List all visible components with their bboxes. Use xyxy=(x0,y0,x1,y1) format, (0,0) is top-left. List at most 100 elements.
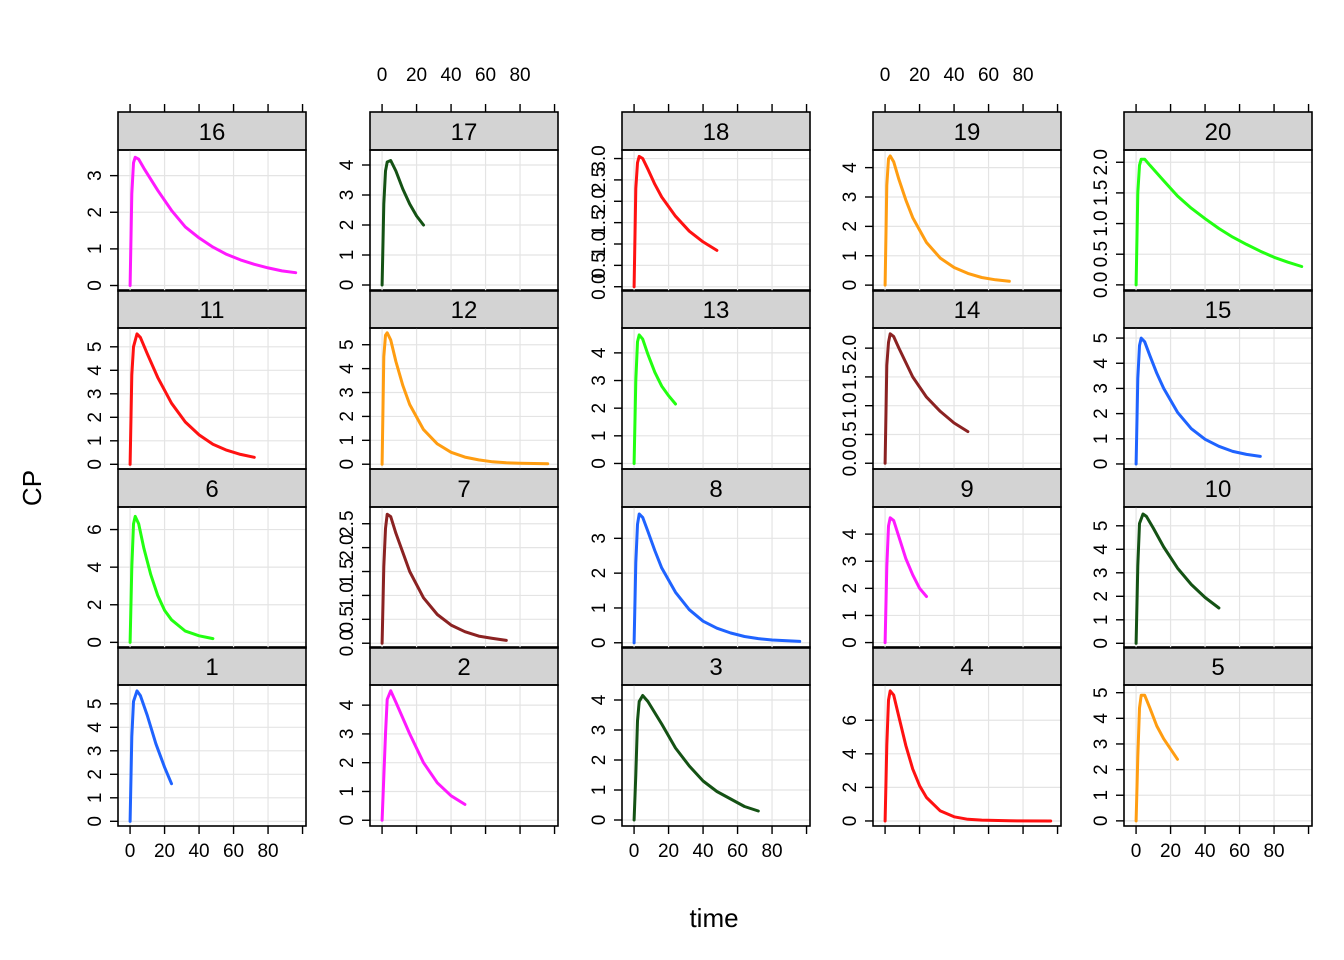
y-axis: 0 1 2 3 4 xyxy=(589,347,622,469)
x-axis-title: time xyxy=(689,903,738,933)
x-axis: 0 20 40 60 80 xyxy=(629,826,808,862)
panel-16: 16 0 1 2 3 xyxy=(85,104,307,292)
y-tick-label: 2.0 xyxy=(337,534,358,560)
y-tick-label: 4 xyxy=(337,699,358,710)
y-tick-label: 0 xyxy=(337,459,358,470)
panel-14: 14 0.0 0.5 1.01.5 2.0 xyxy=(840,289,1062,476)
y-tick-label: 1.5 xyxy=(1091,180,1112,206)
y-tick-label: 0.5 xyxy=(337,606,358,632)
y-tick-label: 2 xyxy=(85,769,106,780)
x-tick-label: 0 xyxy=(880,65,891,86)
x-tick-label: 0 xyxy=(1131,841,1142,862)
panel-5: 5 0 1 2 3 4 5 0 20 40 60 80 xyxy=(1091,646,1313,862)
y-tick-label: 2 xyxy=(1091,764,1112,775)
x-tick-label: 60 xyxy=(1229,841,1250,862)
panel-border xyxy=(872,149,1062,292)
y-tick-label: 1 xyxy=(589,431,610,442)
y-tick-label: 0 xyxy=(840,816,861,827)
y-tick-label: 0 xyxy=(1091,816,1112,827)
y-tick-label: 3 xyxy=(337,729,358,740)
y-tick-label: 2.0 xyxy=(589,188,610,214)
y-tick-label: 0 xyxy=(337,280,358,291)
x-tick-label: 40 xyxy=(943,65,964,86)
series-line xyxy=(128,689,173,823)
panel-grid xyxy=(873,150,1061,291)
x-tick-label: 0 xyxy=(377,65,388,86)
y-tick-label: 5 xyxy=(337,339,358,350)
y-axis: 0 1 2 3 4 5 xyxy=(1091,333,1124,469)
y-tick-label: 2.5 xyxy=(589,167,610,193)
y-tick-label: 3 xyxy=(337,387,358,398)
panel-strip-label: 16 xyxy=(199,119,226,146)
y-tick-label: 1 xyxy=(840,251,861,262)
y-axis: 0 2 4 6 xyxy=(85,524,118,648)
x-axis xyxy=(381,826,556,834)
panel-strip xyxy=(369,111,559,151)
y-tick-label: 1 xyxy=(85,793,106,804)
y-tick-label: 0.0 xyxy=(1091,272,1112,298)
panel-grid xyxy=(118,685,306,826)
series-line xyxy=(883,154,1011,287)
panel-strip-label: 17 xyxy=(451,119,478,146)
y-tick-label: 5 xyxy=(1091,333,1112,344)
x-tick-label: 60 xyxy=(978,65,999,86)
y-tick-label: 2 xyxy=(1091,591,1112,602)
panel-strip xyxy=(117,646,307,686)
y-tick-label: 0 xyxy=(85,637,106,648)
panel-13: 13 0 1 2 3 4 xyxy=(589,289,811,470)
x-tick-label: 20 xyxy=(658,841,679,862)
x-tick-label: 80 xyxy=(761,841,782,862)
y-tick-label: 3 xyxy=(337,190,358,201)
y-tick-label: 0 xyxy=(589,458,610,469)
y-tick-label: 2 xyxy=(589,403,610,414)
panel-strip xyxy=(872,111,1062,151)
panel-border xyxy=(1123,684,1313,827)
panel-20: 20 0.0 0.5 1.0 1.5 2.0 xyxy=(1091,104,1313,298)
panel-grid xyxy=(1124,150,1312,291)
y-tick-label: 2 xyxy=(840,583,861,594)
y-tick-label: 0.0 xyxy=(589,273,610,299)
y-tick-label: 0 xyxy=(589,638,610,649)
panel-strip-label: 2 xyxy=(457,654,470,681)
series-line xyxy=(128,155,298,287)
x-tick-label: 20 xyxy=(1160,841,1181,862)
y-tick-label: 1.0 xyxy=(840,392,861,418)
panel-border xyxy=(369,506,559,649)
panel-11: 11 0 1 2 3 4 5 xyxy=(85,289,307,470)
panel-grid xyxy=(370,328,558,469)
panel-strip-label: 18 xyxy=(703,119,730,146)
y-tick-label: 0 xyxy=(1091,638,1112,649)
series-line xyxy=(632,512,802,645)
y-axis: 0.00.51.01.52.02.5 xyxy=(337,510,370,656)
y-tick-label: 4 xyxy=(1091,544,1112,555)
y-tick-label: 2 xyxy=(337,411,358,422)
panel-grid xyxy=(370,150,558,291)
y-tick-label: 4 xyxy=(840,528,861,539)
panel-grid xyxy=(118,150,306,291)
y-tick-label: 1 xyxy=(85,436,106,447)
panel-grid xyxy=(873,328,1061,469)
y-axis: 0.00.51.01.52.02.53.0 xyxy=(589,145,622,300)
y-tick-label: 1.0 xyxy=(1091,210,1112,236)
panel-strip-label: 12 xyxy=(451,297,478,324)
panel-grid xyxy=(873,507,1061,648)
series-line xyxy=(883,689,1053,823)
panel-border xyxy=(117,149,307,292)
panel-border xyxy=(117,684,307,827)
panel-strip xyxy=(1123,468,1313,508)
y-axis: 0 1 2 3 xyxy=(589,533,622,648)
y-axis-title: CP xyxy=(17,470,47,506)
y-axis: 0 1 2 3 4 5 xyxy=(1091,687,1124,826)
y-tick-label: 2 xyxy=(337,757,358,768)
y-tick-label: 0 xyxy=(589,815,610,826)
panel-strip xyxy=(872,289,1062,329)
panel-8: 8 0 1 2 3 xyxy=(589,468,811,649)
x-tick-label: 60 xyxy=(223,841,244,862)
series-line xyxy=(1134,512,1221,645)
y-tick-label: 3 xyxy=(85,170,106,181)
y-tick-label: 1 xyxy=(1091,790,1112,801)
y-tick-label: 2 xyxy=(85,412,106,423)
panel-border xyxy=(369,327,559,470)
